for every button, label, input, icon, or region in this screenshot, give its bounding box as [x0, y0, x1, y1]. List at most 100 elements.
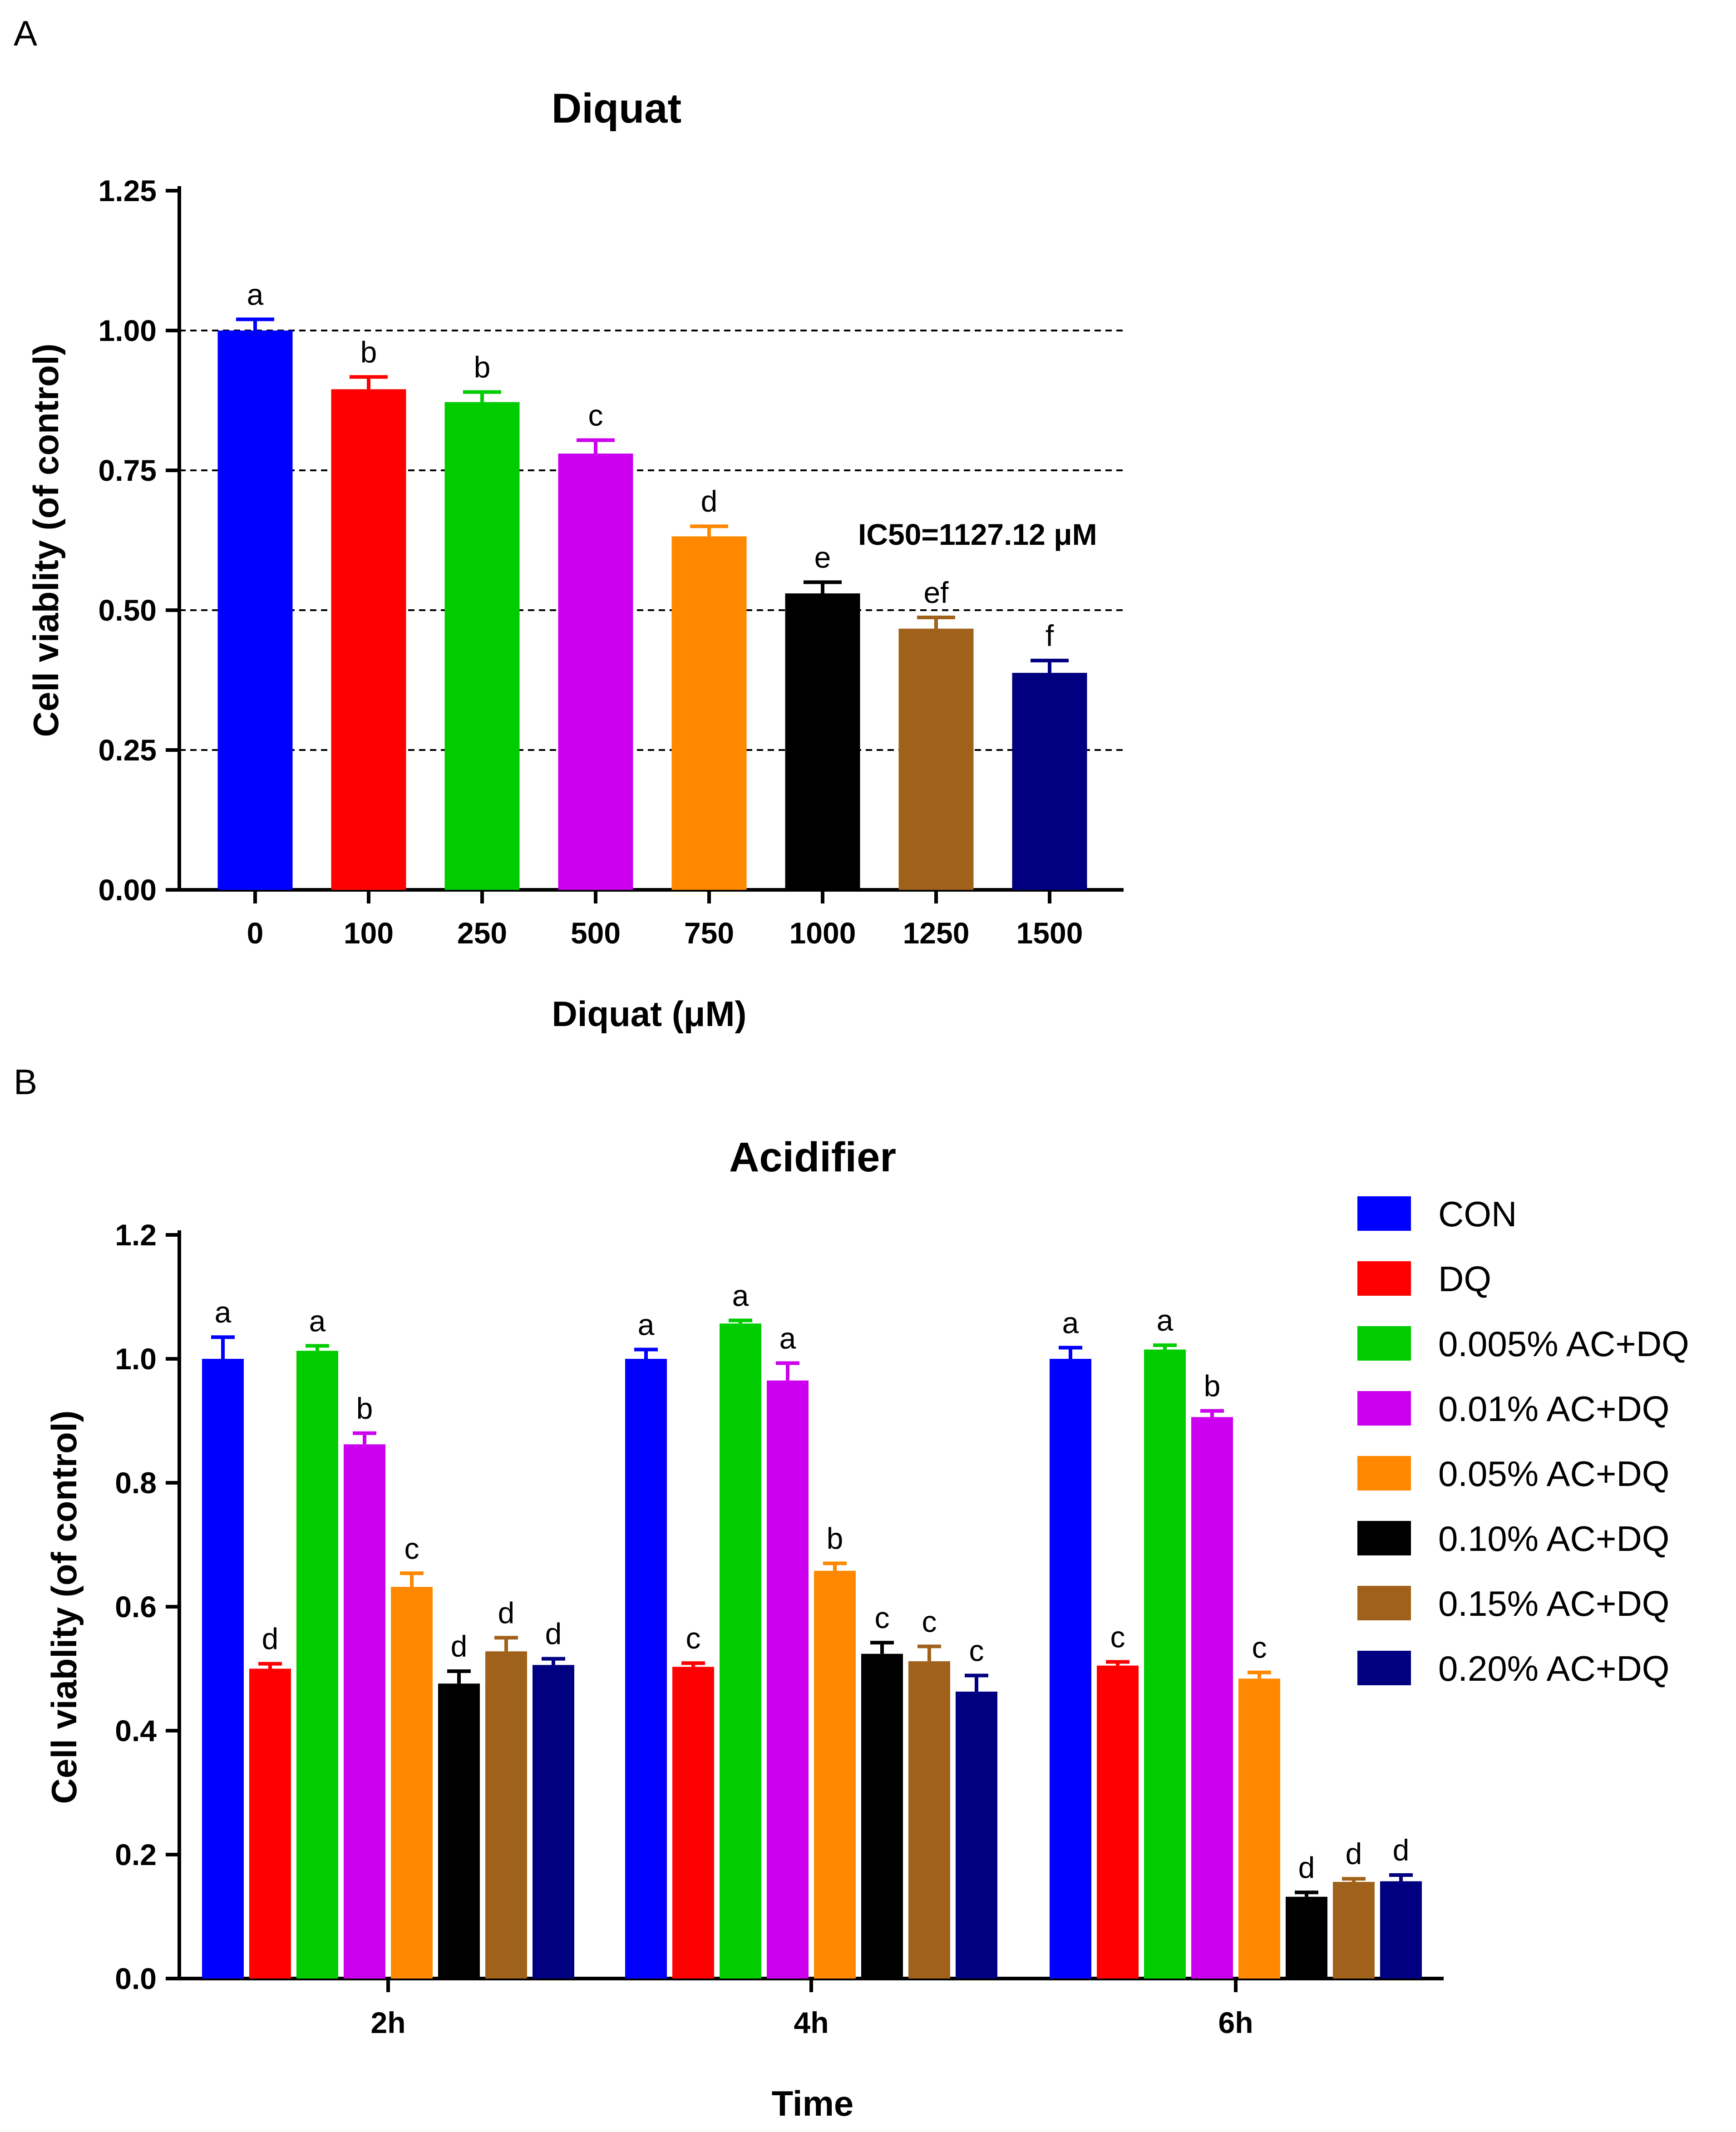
- chart-b-legend-swatch: [1357, 1261, 1411, 1296]
- chart-a-y-tick-label: 0.00: [99, 873, 157, 907]
- chart-b-sig-letter: a: [215, 1295, 232, 1329]
- panel-b-label: B: [14, 1062, 37, 1102]
- chart-a-ic50-annotation: IC50=1127.12 μM: [858, 518, 1097, 551]
- chart-a-y-tick-label: 1.00: [99, 314, 157, 347]
- chart-b-sig-letter: c: [969, 1634, 984, 1668]
- chart-a-bar: [558, 454, 633, 890]
- chart-b-bar: [767, 1380, 809, 1979]
- chart-b-legend-swatch: [1357, 1456, 1411, 1490]
- chart-b-sig-letter: a: [638, 1308, 655, 1342]
- chart-b-y-tick-label: 1.2: [115, 1218, 157, 1252]
- chart-b-bar: [533, 1665, 574, 1979]
- chart-a-sig-letter: ef: [923, 576, 949, 609]
- chart-b-legend-label: 0.01% AC+DQ: [1438, 1389, 1669, 1429]
- chart-b-sig-letter: d: [498, 1596, 515, 1629]
- chart-b-bar: [861, 1653, 903, 1979]
- chart-b-sig-letter: a: [1157, 1303, 1174, 1337]
- chart-b-sig-letter: a: [1062, 1306, 1079, 1339]
- chart-a-x-tick-label: 0: [247, 916, 264, 950]
- chart-b-bar: [1191, 1417, 1233, 1979]
- chart-b-y-tick-label: 1.0: [115, 1342, 157, 1376]
- chart-b-y-tick-label: 0.8: [115, 1466, 157, 1500]
- chart-b-legend-label: 0.15% AC+DQ: [1438, 1584, 1669, 1624]
- chart-a-sig-letter: a: [247, 277, 264, 311]
- chart-a-y-tick-label: 1.25: [99, 174, 157, 207]
- chart-b-sig-letter: d: [451, 1629, 468, 1663]
- chart-b-x-tick-label: 4h: [794, 2006, 829, 2039]
- chart-a-y-tick-label: 0.25: [99, 733, 157, 767]
- chart-b-sig-letter: c: [922, 1604, 937, 1638]
- chart-a-bar: [217, 331, 293, 890]
- chart-a-sig-letter: e: [814, 540, 831, 574]
- chart-b-sig-letter: a: [732, 1278, 749, 1312]
- chart-b-legend-swatch: [1357, 1391, 1411, 1426]
- chart-a-sig-letter: f: [1046, 619, 1054, 652]
- chart-b-bar: [1097, 1665, 1139, 1979]
- chart-b-y-tick-label: 0.6: [115, 1590, 157, 1624]
- chart-a-bar: [898, 628, 974, 890]
- chart-b-sig-letter: d: [1346, 1837, 1362, 1870]
- chart-b-legend-swatch: [1357, 1326, 1411, 1361]
- chart-b-bar: [391, 1587, 433, 1979]
- chart-b-x-axis-title: Time: [772, 2083, 854, 2123]
- chart-b-legend-label: 0.005% AC+DQ: [1438, 1324, 1689, 1364]
- chart-a-bar: [1012, 672, 1087, 890]
- chart-b-bar: [202, 1359, 244, 1979]
- chart-b-sig-letter: d: [545, 1617, 562, 1651]
- chart-a-title: Diquat: [552, 85, 681, 132]
- chart-b-sig-letter: c: [1252, 1631, 1267, 1664]
- chart-b-sig-letter: d: [262, 1622, 279, 1656]
- chart-b-bar: [485, 1651, 527, 1979]
- chart-b-legend-label: 0.05% AC+DQ: [1438, 1454, 1669, 1494]
- chart-a-bar: [785, 593, 860, 890]
- chart-b-bar: [1286, 1896, 1327, 1979]
- chart-b-bar: [1333, 1882, 1375, 1979]
- chart-a-bar: [671, 536, 747, 890]
- chart-b-bar: [1050, 1359, 1091, 1979]
- chart-b-legend-label: 0.20% AC+DQ: [1438, 1648, 1669, 1688]
- chart-b-bar: [814, 1570, 856, 1979]
- chart-a-sig-letter: c: [588, 398, 603, 432]
- chart-b-bar: [956, 1692, 997, 1979]
- chart-a-y-tick-label: 0.75: [99, 454, 157, 487]
- chart-a-y-axis-title: Cell viablity (of control): [26, 344, 66, 737]
- chart-b-title: Acidifier: [729, 1134, 896, 1180]
- chart-b-sig-letter: a: [309, 1304, 326, 1337]
- chart-a-sig-letter: d: [701, 484, 718, 518]
- chart-b-sig-letter: c: [875, 1601, 890, 1634]
- chart-b-bar: [438, 1683, 480, 1979]
- chart-b-bar: [1380, 1881, 1422, 1979]
- chart-b-legend-swatch: [1357, 1521, 1411, 1555]
- chart-b-sig-letter: a: [779, 1322, 796, 1355]
- chart-a-y-tick-label: 0.50: [99, 593, 157, 627]
- chart-b-bar: [908, 1661, 950, 1979]
- chart-b-legend-swatch: [1357, 1651, 1411, 1685]
- chart-b-bar: [672, 1667, 714, 1979]
- chart-b-sig-letter: b: [827, 1521, 843, 1555]
- chart-b-sig-letter: d: [1298, 1851, 1315, 1884]
- chart-a-sig-letter: b: [360, 335, 377, 369]
- chart-b-bar: [625, 1359, 667, 1979]
- chart-a-diquat: Diquat Cell viablity (of control) Diquat…: [26, 85, 1124, 1034]
- chart-b-sig-letter: b: [356, 1392, 373, 1425]
- chart-b-y-tick-label: 0.0: [115, 1962, 157, 1995]
- chart-a-bar: [331, 389, 406, 890]
- chart-a-x-tick-label: 1500: [1016, 916, 1083, 950]
- chart-a-sig-letter: b: [474, 350, 491, 384]
- chart-a-x-tick-label: 100: [344, 916, 394, 950]
- chart-a-x-tick-label: 1000: [789, 916, 856, 950]
- chart-b-legend-swatch: [1357, 1586, 1411, 1620]
- chart-a-x-tick-label: 500: [571, 916, 621, 950]
- chart-b-sig-letter: c: [686, 1621, 701, 1655]
- chart-b-bar: [1238, 1678, 1280, 1979]
- chart-a-x-tick-label: 1250: [903, 916, 970, 950]
- chart-b-sig-letter: d: [1393, 1833, 1410, 1867]
- chart-b-legend-label: CON: [1438, 1194, 1517, 1234]
- chart-b-x-tick-label: 2h: [370, 2006, 405, 2039]
- chart-a-bar: [444, 402, 520, 890]
- chart-b-bar: [296, 1351, 338, 1979]
- chart-a-x-tick-label: 250: [457, 916, 507, 950]
- chart-b-legend-label: 0.10% AC+DQ: [1438, 1519, 1669, 1559]
